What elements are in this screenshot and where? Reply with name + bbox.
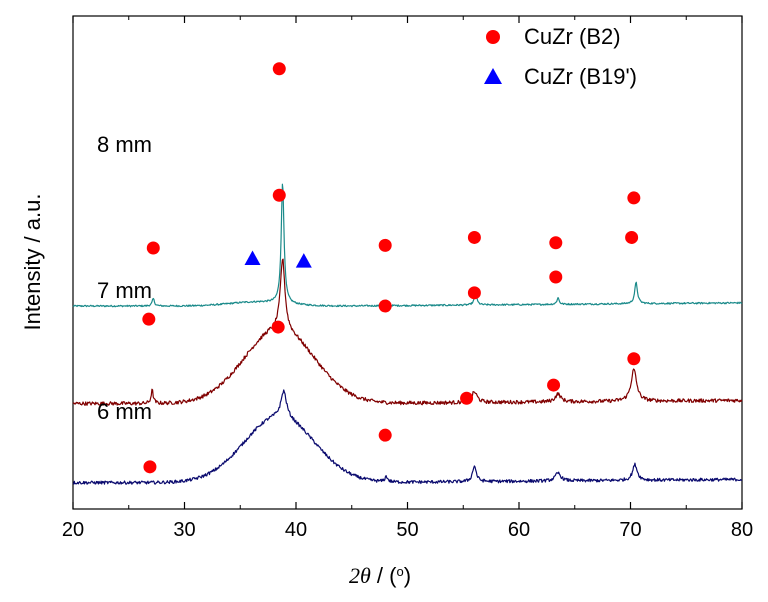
b19-marker-0-7 bbox=[295, 253, 312, 268]
x-tick-label-1: 30 bbox=[173, 519, 195, 541]
legend-marker-b2 bbox=[486, 30, 500, 44]
legend-label-1: CuZr (B19') bbox=[524, 64, 637, 89]
y-axis-label: Intensity / a.u. bbox=[20, 194, 45, 331]
b2-marker-1-1 bbox=[272, 188, 286, 202]
series-labels: 8 mm 7 mm 6 mm bbox=[97, 132, 152, 424]
x-tick-label-6: 80 bbox=[731, 519, 753, 541]
x-axis-label: 2θ / (o) bbox=[349, 563, 411, 588]
b2-marker-1-5 bbox=[625, 230, 639, 244]
b2-marker-2-1 bbox=[271, 320, 285, 334]
b2-marker-2-4 bbox=[547, 378, 561, 392]
x-axis-label-sep: / ( bbox=[371, 563, 397, 588]
x-tick-label-2: 40 bbox=[285, 519, 307, 541]
b2-marker-2-3 bbox=[460, 391, 474, 405]
b2-marker-0-0 bbox=[146, 241, 160, 255]
series-label-1: 7 mm bbox=[97, 278, 152, 303]
x-axis-ticks: 20 30 40 50 60 70 80 bbox=[62, 16, 753, 541]
x-axis-label-unit: o bbox=[396, 564, 403, 579]
b2-marker-1-0 bbox=[142, 312, 156, 326]
b2-marker-0-5 bbox=[627, 191, 641, 205]
b2-marker-1-3 bbox=[467, 286, 481, 300]
b2-marker-0-2 bbox=[378, 238, 392, 252]
b2-marker-0-1 bbox=[272, 62, 286, 76]
b2-marker-2-5 bbox=[627, 352, 641, 366]
x-tick-label-4: 60 bbox=[508, 519, 530, 541]
legend-label-0: CuZr (B2) bbox=[524, 24, 621, 49]
series-line-0 bbox=[72, 183, 743, 308]
series-label-2: 6 mm bbox=[97, 399, 152, 424]
x-tick-label-0: 20 bbox=[62, 519, 84, 541]
series-layer bbox=[72, 183, 743, 485]
series-line-2 bbox=[72, 389, 743, 485]
b2-marker-0-4 bbox=[549, 236, 563, 250]
b2-marker-2-0 bbox=[143, 460, 157, 474]
x-tick-label-5: 70 bbox=[619, 519, 641, 541]
legend: CuZr (B2) CuZr (B19') bbox=[484, 24, 637, 89]
b19-marker-0-6 bbox=[244, 250, 261, 265]
x-tick-label-3: 50 bbox=[396, 519, 418, 541]
b2-marker-0-3 bbox=[467, 230, 481, 244]
x-axis-label-symbol: 2θ bbox=[349, 563, 371, 588]
x-axis-label-close: ) bbox=[404, 563, 411, 588]
legend-marker-b19 bbox=[484, 68, 502, 84]
marker-layer bbox=[142, 62, 641, 474]
series-label-0: 8 mm bbox=[97, 132, 152, 157]
series-line-1 bbox=[72, 258, 743, 406]
b2-marker-1-4 bbox=[549, 270, 563, 284]
plot-frame bbox=[72, 15, 743, 510]
b2-marker-1-2 bbox=[378, 299, 392, 313]
b2-marker-2-2 bbox=[378, 428, 392, 442]
